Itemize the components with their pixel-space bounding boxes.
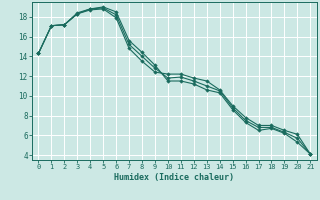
X-axis label: Humidex (Indice chaleur): Humidex (Indice chaleur) [115, 173, 234, 182]
